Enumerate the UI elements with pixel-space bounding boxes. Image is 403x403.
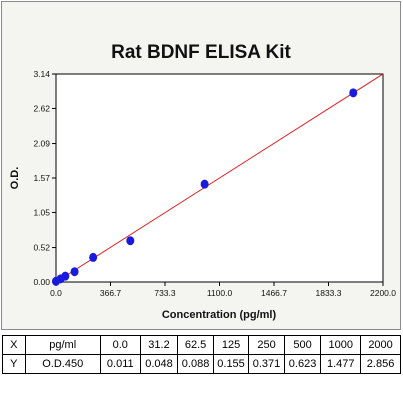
x-tick-label: 1833.3 xyxy=(315,288,341,298)
y-tick-label: 2.62 xyxy=(33,103,50,113)
data-point xyxy=(126,236,135,246)
table-cell: 1.477 xyxy=(320,354,362,374)
y-tick-label: 0.00 xyxy=(33,277,50,287)
x-tick-label: 1466.7 xyxy=(261,288,287,298)
table-cell: 2000 xyxy=(360,335,401,355)
table-cell: 0.371 xyxy=(248,354,285,374)
table-cell: O.D.450 xyxy=(24,354,101,374)
table-cell: 250 xyxy=(248,335,285,355)
fit-line xyxy=(55,73,384,283)
data-point xyxy=(89,252,98,262)
table-cell: 125 xyxy=(212,335,250,355)
data-point xyxy=(61,271,70,281)
y-tick-label: 3.14 xyxy=(33,69,50,79)
x-axis-label: Concentration (pg/ml) xyxy=(162,309,277,321)
data-point xyxy=(200,179,209,189)
data-point xyxy=(349,88,358,98)
table-cell: 31.2 xyxy=(139,335,179,355)
table-cell: 1000 xyxy=(320,335,362,355)
chart-title: Rat BDNF ELISA Kit xyxy=(111,42,291,63)
table-cell: 0.623 xyxy=(283,354,322,374)
y-axis-ticks: 0.00 0.52 1.05 1.57 2.09 2.62 3.14 xyxy=(33,69,56,287)
y-tick-label: 1.05 xyxy=(33,207,50,217)
y-tick-label: 1.57 xyxy=(33,173,50,183)
x-tick-label: 1100.0 xyxy=(207,288,233,298)
x-axis-ticks: 0.0 366.7 733.3 1100.0 1466.7 1833.3 2200.0 xyxy=(50,282,396,298)
table-cell: 500 xyxy=(283,335,322,355)
standard-curve-chart: Rat BDNF ELISA Kit 0.00 0.52 1.05 1.57 2.09 2… xyxy=(9,42,396,321)
data-point xyxy=(70,267,79,277)
table-cell: 0.155 xyxy=(212,354,250,374)
table-cell: 0.011 xyxy=(99,354,141,374)
table-cell: Y xyxy=(2,354,26,374)
table-cell: 2.856 xyxy=(360,354,401,374)
table-cell: X xyxy=(2,335,26,355)
y-axis-label: O.D. xyxy=(9,167,21,190)
table-cell: 0.0 xyxy=(99,335,141,355)
x-tick-label: 366.7 xyxy=(100,288,122,298)
x-tick-label: 2200.0 xyxy=(370,288,396,298)
y-tick-label: 0.52 xyxy=(33,243,50,253)
x-tick-label: 0.0 xyxy=(50,288,62,298)
table-cell: 62.5 xyxy=(177,335,214,355)
table-cell: 0.048 xyxy=(139,354,179,374)
y-tick-label: 2.09 xyxy=(33,139,50,149)
x-tick-label: 733.3 xyxy=(154,288,176,298)
table-row: Y O.D.450 0.011 0.048 0.088 0.155 0.371 0.623 1.… xyxy=(2,354,401,374)
data-points xyxy=(52,88,358,286)
table-cell: 0.088 xyxy=(177,354,214,374)
table-cell: pg/ml xyxy=(24,335,101,355)
